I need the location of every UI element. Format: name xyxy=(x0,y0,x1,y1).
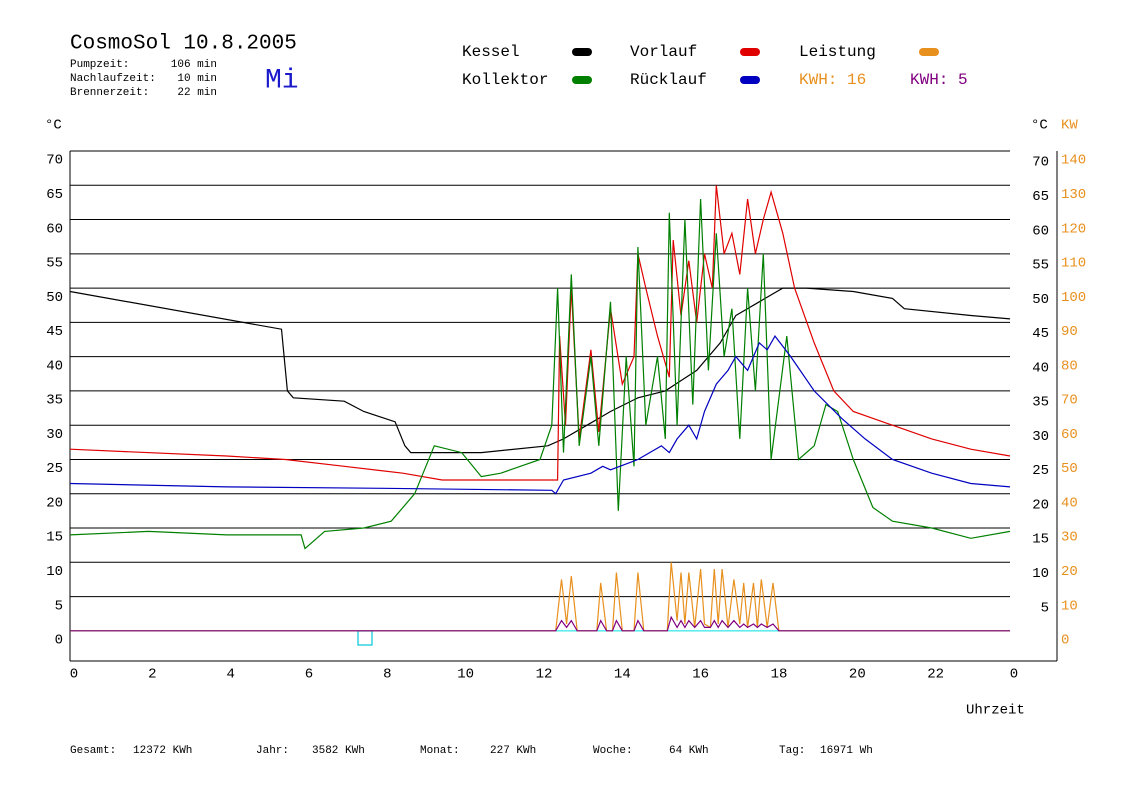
y2-tick-label: 20 xyxy=(1061,564,1078,580)
x-axis-label: Uhrzeit xyxy=(966,703,1025,719)
x-tick-label: 0 xyxy=(1010,667,1018,683)
chart-title: CosmoSol 10.8.2005 xyxy=(70,33,297,56)
legend-swatch xyxy=(740,76,760,84)
y-tick-label: 55 xyxy=(46,256,63,272)
x-tick-label: 8 xyxy=(383,667,391,683)
footer-label: Woche: xyxy=(593,745,633,757)
y-right-tick-label: 45 xyxy=(1032,326,1049,342)
y2-tick-label: 80 xyxy=(1061,358,1078,374)
footer-label: Jahr: xyxy=(256,745,289,757)
series-line xyxy=(69,335,1011,495)
series-line xyxy=(70,562,1010,632)
stat-value: 10 min xyxy=(177,73,217,85)
y2-tick-label: 60 xyxy=(1061,427,1078,443)
y2-tick-label: 100 xyxy=(1061,290,1086,306)
y2-tick-label: 10 xyxy=(1061,598,1078,614)
y-tick-label: 50 xyxy=(46,290,63,306)
y2-tick-label: 90 xyxy=(1061,324,1078,340)
y2-tick-label: 0 xyxy=(1061,633,1069,649)
x-tick-label: 6 xyxy=(305,667,313,683)
y-tick-label: 15 xyxy=(46,530,63,546)
footer-value: 16971 Wh xyxy=(820,745,873,757)
stat-value: 106 min xyxy=(171,59,217,71)
x-tick-label: 0 xyxy=(70,667,78,683)
y-right-tick-label: 55 xyxy=(1032,258,1049,274)
y-tick-label: 60 xyxy=(46,221,63,237)
y-tick-label: 30 xyxy=(46,427,63,443)
y-right-tick-label: 70 xyxy=(1032,155,1049,171)
legend-label: Kollektor xyxy=(462,71,548,89)
legend-swatch xyxy=(572,76,592,84)
y-tick-label: 25 xyxy=(46,461,63,477)
footer-label: Gesamt: xyxy=(70,745,116,757)
y-right-tick-label: 65 xyxy=(1032,189,1049,205)
y2-tick-label: 110 xyxy=(1061,256,1086,272)
legend-label: Leistung xyxy=(799,43,876,61)
x-tick-label: 20 xyxy=(849,667,866,683)
x-tick-label: 4 xyxy=(226,667,234,683)
y-tick-label: 45 xyxy=(46,324,63,340)
x-tick-label: 10 xyxy=(457,667,474,683)
legend-swatch xyxy=(572,48,592,56)
footer-value: 227 KWh xyxy=(490,745,536,757)
footer-value: 3582 KWh xyxy=(312,745,365,757)
footer-label: Tag: xyxy=(779,745,805,757)
y2-tick-label: 50 xyxy=(1061,461,1078,477)
y-right-tick-label: 40 xyxy=(1032,360,1049,376)
footer-label: Monat: xyxy=(420,745,460,757)
series-line xyxy=(69,198,1011,550)
stat-label: Pumpzeit: xyxy=(70,59,129,71)
stat-value: 22 min xyxy=(177,87,217,99)
y2-tick-label: 70 xyxy=(1061,393,1078,409)
y2-tick-label: 30 xyxy=(1061,530,1078,546)
weekday: Mi xyxy=(265,65,299,96)
kwh-label: KWH: 16 xyxy=(799,71,866,89)
y2-tick-label: 140 xyxy=(1061,153,1086,169)
y-tick-label: 65 xyxy=(46,187,63,203)
y2-unit: °C xyxy=(1031,118,1048,134)
y-right-tick-label: 20 xyxy=(1032,497,1049,513)
y-right-tick-label: 50 xyxy=(1032,292,1049,308)
x-tick-label: 18 xyxy=(771,667,788,683)
y-right-tick-label: 25 xyxy=(1032,463,1049,479)
y2-tick-label: 40 xyxy=(1061,495,1078,511)
x-tick-label: 2 xyxy=(148,667,156,683)
y2-unit-kw: KW xyxy=(1061,118,1078,134)
y2-tick-label: 120 xyxy=(1061,221,1086,237)
y-tick-label: 0 xyxy=(55,633,63,649)
footer-value: 12372 KWh xyxy=(133,745,192,757)
y-tick-label: 10 xyxy=(46,564,63,580)
y-unit: °C xyxy=(45,118,62,134)
y-tick-label: 40 xyxy=(46,358,63,374)
legend-swatch xyxy=(919,48,939,56)
y-right-tick-label: 10 xyxy=(1032,566,1049,582)
y-tick-label: 20 xyxy=(46,495,63,511)
y-right-tick-label: 5 xyxy=(1041,600,1049,616)
legend-swatch xyxy=(740,48,760,56)
legend-label: Vorlauf xyxy=(630,43,697,61)
stat-label: Nachlaufzeit: xyxy=(70,73,156,85)
x-tick-label: 16 xyxy=(692,667,709,683)
series-line xyxy=(70,615,1010,632)
legend-label: Kessel xyxy=(462,43,520,61)
legend-label: Rücklauf xyxy=(630,71,707,89)
y-right-tick-label: 15 xyxy=(1032,532,1049,548)
kwh-label: KWH: 5 xyxy=(910,71,968,89)
x-tick-label: 22 xyxy=(927,667,944,683)
y-tick-label: 35 xyxy=(46,393,63,409)
y-right-tick-label: 35 xyxy=(1032,395,1049,411)
stat-label: Brennerzeit: xyxy=(70,87,149,99)
y2-tick-label: 130 xyxy=(1061,187,1086,203)
footer-value: 64 KWh xyxy=(669,745,709,757)
y-tick-label: 70 xyxy=(46,153,63,169)
y-tick-label: 5 xyxy=(55,598,63,614)
y-right-tick-label: 60 xyxy=(1032,223,1049,239)
y-right-tick-label: 30 xyxy=(1032,429,1049,445)
x-tick-label: 12 xyxy=(536,667,553,683)
x-tick-label: 14 xyxy=(614,667,631,683)
